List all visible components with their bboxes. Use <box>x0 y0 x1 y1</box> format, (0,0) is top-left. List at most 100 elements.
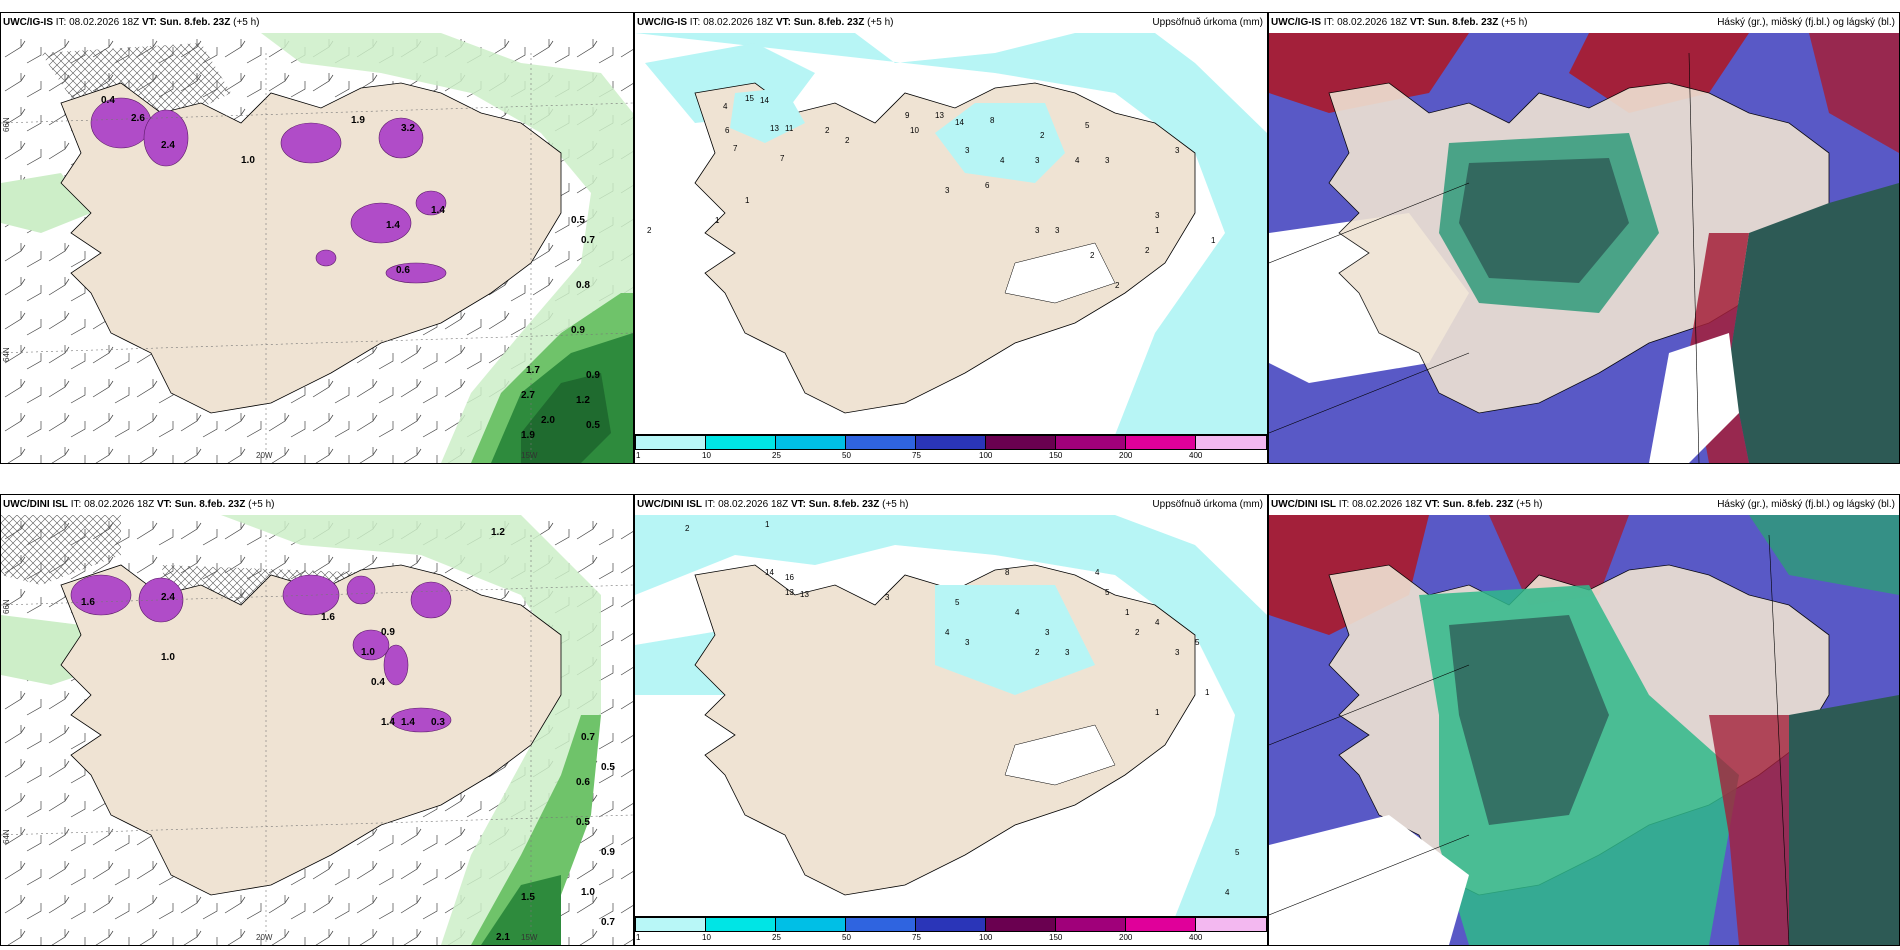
precip-value: 1 <box>1205 688 1210 697</box>
it-label: IT: <box>55 17 67 28</box>
precip-value: 3 <box>1175 146 1180 155</box>
wind-value: 1.9 <box>351 115 365 126</box>
valid-time: Sun. 8.feb. 23Z <box>174 499 246 510</box>
precip-value: 1 <box>1211 236 1216 245</box>
colorbar-tick: 200 <box>1119 933 1133 942</box>
colorbar-tick: 75 <box>912 451 921 460</box>
panel-cloud-igis: UWC/IG-IS IT: 08.02.2026 18Z VT: Sun. 8.… <box>1268 12 1900 464</box>
precip-value: 1 <box>1155 226 1160 235</box>
precip-value: 13 <box>800 590 809 599</box>
lat-label: 66N <box>2 117 11 132</box>
precip-value: 7 <box>780 154 785 163</box>
wind-value: 2.7 <box>521 390 535 401</box>
model-name: UWC/IG-IS <box>637 17 687 28</box>
wind-value: 0.9 <box>381 627 395 638</box>
colorbar-tick: 150 <box>1049 933 1063 942</box>
colorbar-swatch <box>915 435 986 450</box>
wind-value: 1.0 <box>241 155 255 166</box>
wind-value: 0.7 <box>581 732 595 743</box>
precip-value: 4 <box>1155 618 1160 627</box>
it-label: IT: <box>70 499 82 510</box>
panel-header: UWC/IG-IS IT: 08.02.2026 18Z VT: Sun. 8.… <box>1 13 633 33</box>
colorbar-swatch <box>705 917 776 932</box>
precip-value: 2 <box>825 126 830 135</box>
panel-header: UWC/IG-IS IT: 08.02.2026 18Z VT: Sun. 8.… <box>635 13 1267 33</box>
wind-value: 0.5 <box>576 817 590 828</box>
precip-value: 11 <box>785 124 794 133</box>
precip-value: 5 <box>1085 121 1090 130</box>
wind-value: 2.1 <box>496 932 510 943</box>
wind-value: 0.5 <box>571 215 585 226</box>
model-name: UWC/IG-IS <box>1271 17 1321 28</box>
wind-value: 0.5 <box>601 762 615 773</box>
wind-map: 0.4 2.6 2.4 1.0 1.9 3.2 1.4 1.4 0.6 0.5 … <box>1 33 633 463</box>
precip-value: 9 <box>905 111 910 120</box>
it-label: IT: <box>704 499 716 510</box>
cloud-map <box>1269 33 1899 463</box>
colorbar-tick: 150 <box>1049 451 1063 460</box>
colorbar-swatch <box>1195 435 1267 450</box>
precip-value: 4 <box>1225 888 1230 897</box>
precip-value: 14 <box>765 568 774 577</box>
precip-value: 2 <box>685 524 690 533</box>
valid-time: Sun. 8.feb. 23Z <box>1442 499 1514 510</box>
wind-value: 0.9 <box>571 325 585 336</box>
precip-value: 16 <box>785 573 794 582</box>
it-label: IT: <box>689 17 701 28</box>
wind-value: 1.6 <box>81 597 95 608</box>
precip-value: 3 <box>885 593 890 602</box>
precip-value: 4 <box>723 102 728 111</box>
model-name: UWC/DINI ISL <box>3 499 68 510</box>
precip-value: 8 <box>1005 568 1010 577</box>
precip-value: 4 <box>1075 156 1080 165</box>
precip-value: 2 <box>1040 131 1045 140</box>
precip-value: 3 <box>965 638 970 647</box>
lead-time: (+5 h) <box>1501 17 1528 28</box>
lat-label: 64N <box>2 829 11 844</box>
wind-value: 1.4 <box>401 717 415 728</box>
valid-time: Sun. 8.feb. 23Z <box>1427 17 1499 28</box>
colorbar-tick: 10 <box>702 451 711 460</box>
wind-value: 1.0 <box>361 647 375 658</box>
precip-value: 1 <box>1155 708 1160 717</box>
panel-variable-title: Uppsöfnuð úrkoma (mm) <box>1152 17 1263 28</box>
wind-value: 1.2 <box>491 527 505 538</box>
panel-header: UWC/DINI ISL IT: 08.02.2026 18Z VT: Sun.… <box>1269 495 1899 515</box>
wind-value: 0.3 <box>431 717 445 728</box>
it-label: IT: <box>1338 499 1350 510</box>
colorbar-tick: 25 <box>772 451 781 460</box>
precip-value: 3 <box>965 146 970 155</box>
colorbar-tick: 50 <box>842 933 851 942</box>
precip-value: 3 <box>1035 156 1040 165</box>
wind-value: 1.4 <box>431 205 445 216</box>
precip-map: 2 1 14 16 13 13 3 5 4 3 8 4 3 2 3 4 5 1 … <box>635 515 1267 917</box>
wind-value: 3.2 <box>401 123 415 134</box>
precip-value: 1 <box>765 520 770 529</box>
precip-value: 2 <box>1145 246 1150 255</box>
precip-value: 14 <box>760 96 769 105</box>
wind-value: 0.8 <box>576 280 590 291</box>
wind-value: 0.5 <box>586 420 600 431</box>
wind-value: 0.4 <box>101 95 115 106</box>
precip-value: 7 <box>733 144 738 153</box>
precip-colorbar: 1 10 25 50 75 100 150 200 400 <box>635 916 1267 945</box>
wind-value: 0.6 <box>576 777 590 788</box>
colorbar-swatch <box>915 917 986 932</box>
precip-value: 3 <box>1175 648 1180 657</box>
colorbar-swatch <box>635 435 706 450</box>
lead-time: (+5 h) <box>867 17 894 28</box>
wind-value: 1.4 <box>381 717 395 728</box>
precip-value: 2 <box>647 226 652 235</box>
precip-value: 2 <box>1135 628 1140 637</box>
wind-value: 2.4 <box>161 592 175 603</box>
lead-time: (+5 h) <box>882 499 909 510</box>
wind-value: 0.7 <box>581 235 595 246</box>
precip-value: 6 <box>985 181 990 190</box>
panel-precip-igis: UWC/IG-IS IT: 08.02.2026 18Z VT: Sun. 8.… <box>634 12 1268 464</box>
precip-value: 2 <box>845 136 850 145</box>
init-time: 08.02.2026 18Z <box>1337 17 1408 28</box>
precip-value: 3 <box>945 186 950 195</box>
wind-value: 1.9 <box>521 430 535 441</box>
precip-value: 3 <box>1035 226 1040 235</box>
wind-value: 2.6 <box>131 113 145 124</box>
